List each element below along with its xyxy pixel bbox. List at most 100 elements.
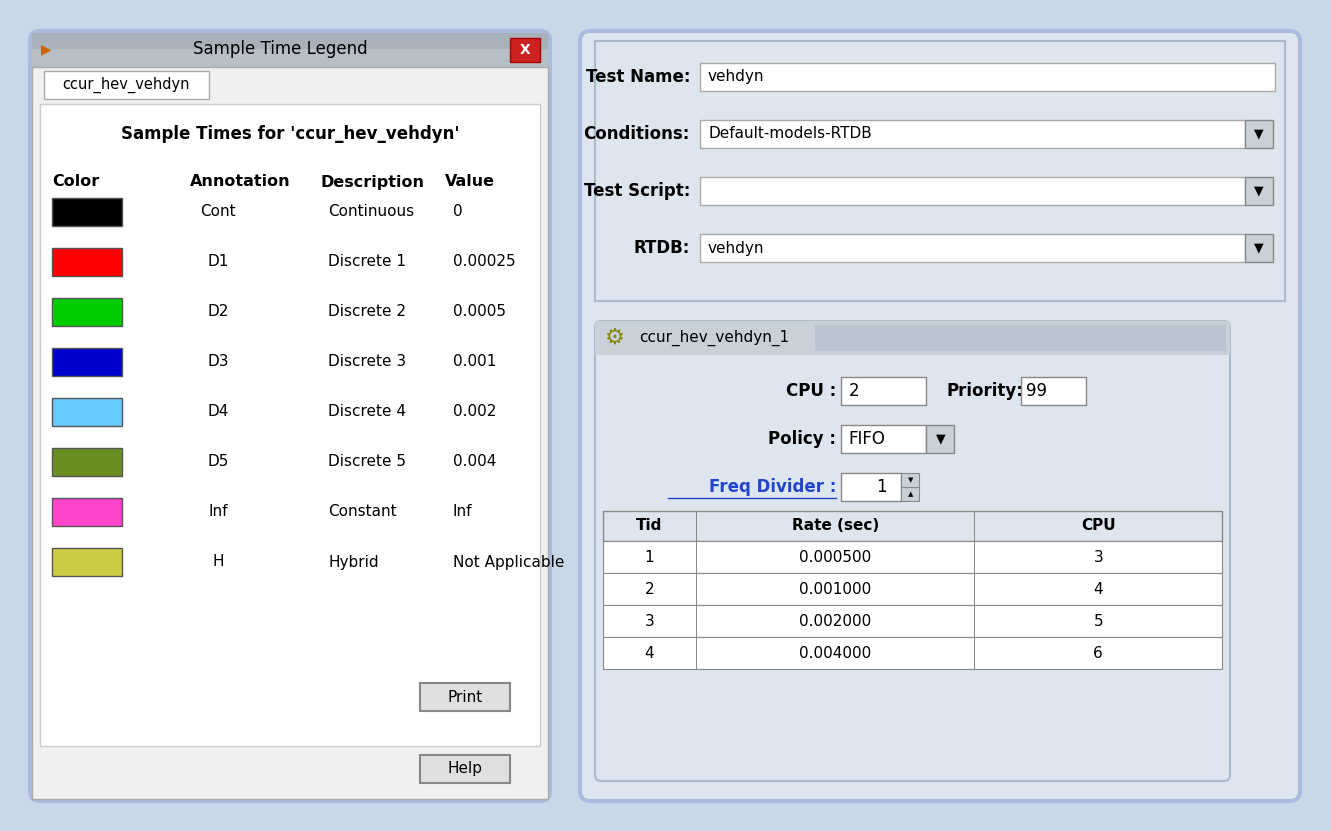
Text: Hybrid: Hybrid xyxy=(327,554,378,569)
Text: ⚙: ⚙ xyxy=(606,328,626,348)
Text: 0.001: 0.001 xyxy=(453,355,496,370)
Bar xyxy=(44,71,209,99)
Bar xyxy=(52,348,122,376)
Bar xyxy=(32,33,548,49)
Bar xyxy=(841,377,926,405)
Bar xyxy=(52,248,122,276)
Text: Freq Divider :: Freq Divider : xyxy=(709,478,836,496)
Text: Test Name:: Test Name: xyxy=(586,68,689,86)
Text: Value: Value xyxy=(445,175,495,189)
Text: Not Applicable: Not Applicable xyxy=(453,554,564,569)
Text: Sample Times for 'ccur_hev_vehdyn': Sample Times for 'ccur_hev_vehdyn' xyxy=(121,125,459,143)
Text: 0.000500: 0.000500 xyxy=(799,549,872,564)
Bar xyxy=(926,425,954,453)
Bar xyxy=(1244,177,1272,205)
Bar xyxy=(603,637,1222,669)
Bar xyxy=(603,605,1222,637)
Bar xyxy=(700,177,1244,205)
Bar xyxy=(700,63,1275,91)
Text: 3: 3 xyxy=(644,613,655,628)
Text: RTDB:: RTDB: xyxy=(634,239,689,257)
Text: 0.0005: 0.0005 xyxy=(453,304,506,319)
Text: Discrete 4: Discrete 4 xyxy=(327,405,406,420)
Text: X: X xyxy=(519,43,530,57)
Bar xyxy=(40,104,540,746)
Text: D2: D2 xyxy=(208,304,229,319)
Text: CPU :: CPU : xyxy=(787,382,836,400)
Text: 0.004: 0.004 xyxy=(453,455,496,470)
Text: ▲: ▲ xyxy=(908,491,913,497)
Text: Annotation: Annotation xyxy=(190,175,290,189)
Text: 2: 2 xyxy=(644,582,655,597)
Text: Conditions:: Conditions: xyxy=(583,125,689,143)
Text: ▼: ▼ xyxy=(936,432,945,445)
Bar xyxy=(52,398,122,426)
Text: Continuous: Continuous xyxy=(327,204,414,219)
Bar xyxy=(52,198,122,226)
Text: Rate (sec): Rate (sec) xyxy=(792,519,878,534)
Bar xyxy=(603,541,1222,573)
Text: Cont: Cont xyxy=(200,204,236,219)
Text: CPU: CPU xyxy=(1081,519,1115,534)
Text: Print: Print xyxy=(447,690,483,705)
Text: FIFO: FIFO xyxy=(848,430,885,448)
Bar xyxy=(595,41,1284,301)
Text: 0: 0 xyxy=(453,204,463,219)
Text: vehdyn: vehdyn xyxy=(708,70,764,85)
Text: Help: Help xyxy=(447,761,483,776)
Text: Discrete 2: Discrete 2 xyxy=(327,304,406,319)
Text: Description: Description xyxy=(319,175,425,189)
Bar xyxy=(841,473,901,501)
Text: ccur_hev_vehdyn: ccur_hev_vehdyn xyxy=(63,77,190,93)
Bar xyxy=(421,755,510,783)
Text: 5: 5 xyxy=(1093,613,1103,628)
Text: ▼: ▼ xyxy=(1254,184,1264,198)
Bar xyxy=(901,473,920,487)
Bar xyxy=(52,448,122,476)
Bar xyxy=(700,120,1244,148)
Text: 0.002000: 0.002000 xyxy=(799,613,872,628)
FancyBboxPatch shape xyxy=(580,31,1300,801)
Text: ▼: ▼ xyxy=(908,477,913,483)
Text: Constant: Constant xyxy=(327,504,397,519)
Text: Priority:: Priority: xyxy=(946,382,1024,400)
Bar xyxy=(700,234,1244,262)
Bar xyxy=(901,487,920,501)
Text: Default-models-RTDB: Default-models-RTDB xyxy=(708,126,872,141)
Text: Discrete 5: Discrete 5 xyxy=(327,455,406,470)
FancyBboxPatch shape xyxy=(595,321,1230,781)
Bar xyxy=(595,321,1230,355)
Bar xyxy=(841,425,926,453)
Bar xyxy=(603,573,1222,605)
Bar xyxy=(32,33,548,67)
Text: D5: D5 xyxy=(208,455,229,470)
Bar xyxy=(52,498,122,526)
Text: Policy :: Policy : xyxy=(768,430,836,448)
Text: Color: Color xyxy=(52,175,100,189)
Text: 2: 2 xyxy=(848,382,858,400)
Bar xyxy=(52,298,122,326)
Bar xyxy=(1021,377,1086,405)
Bar xyxy=(1244,234,1272,262)
Text: D4: D4 xyxy=(208,405,229,420)
Text: H: H xyxy=(212,554,224,569)
Text: ccur_hev_vehdyn_1: ccur_hev_vehdyn_1 xyxy=(639,330,789,346)
Text: 1: 1 xyxy=(644,549,655,564)
Bar xyxy=(603,511,1222,541)
Text: ▶: ▶ xyxy=(41,42,52,56)
Text: 6: 6 xyxy=(1093,646,1103,661)
Text: ▼: ▼ xyxy=(1254,242,1264,254)
Text: D3: D3 xyxy=(208,355,229,370)
Text: Tid: Tid xyxy=(636,519,663,534)
Text: Inf: Inf xyxy=(208,504,228,519)
Text: 0.002: 0.002 xyxy=(453,405,496,420)
Text: 4: 4 xyxy=(644,646,655,661)
Text: 0.001000: 0.001000 xyxy=(799,582,872,597)
Text: 1: 1 xyxy=(876,478,886,496)
Text: Discrete 1: Discrete 1 xyxy=(327,254,406,269)
Bar xyxy=(510,38,540,62)
Text: Sample Time Legend: Sample Time Legend xyxy=(193,40,367,58)
Text: 99: 99 xyxy=(1026,382,1047,400)
Text: 0.00025: 0.00025 xyxy=(453,254,515,269)
Text: Inf: Inf xyxy=(453,504,473,519)
